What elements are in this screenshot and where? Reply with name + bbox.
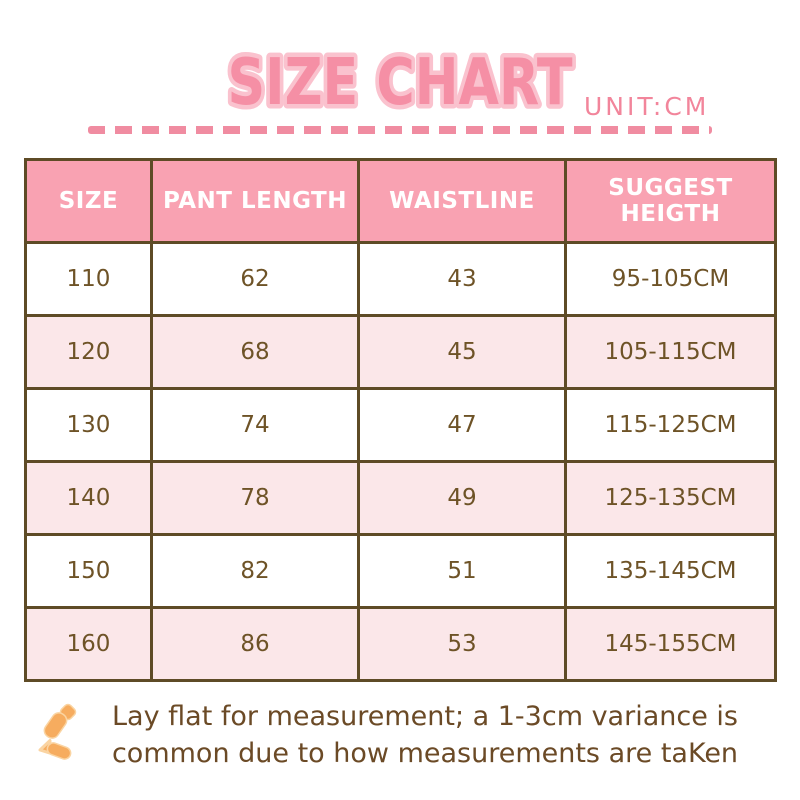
note-line-2: common due to how measurements are taKen (111, 738, 739, 769)
table-row: 140 78 49 125-135CM (24, 460, 778, 536)
table-cell: 120 (24, 314, 153, 390)
table-cell: 82 (149, 533, 360, 609)
footer-note: Lay flat for measurement; a 1-3cm varian… (36, 698, 764, 772)
table-row: 150 82 51 135-145CM (24, 533, 778, 609)
table-cell: 145-155CM (563, 606, 778, 682)
table-row: 130 74 47 115-125CM (24, 387, 778, 463)
table-cell: 95-105CM (563, 241, 778, 317)
table-cell: 130 (24, 387, 153, 463)
table-header-row: SIZE PANT LENGTH WAISTLINE SUGGEST HEIGT… (24, 158, 778, 244)
table-cell: 160 (24, 606, 153, 682)
column-header-waistline: WAISTLINE (356, 158, 567, 244)
table-row: 160 86 53 145-155CM (24, 606, 778, 682)
table-cell: 53 (356, 606, 567, 682)
table-cell: 45 (356, 314, 567, 390)
unit-label: UNIT:CM (584, 92, 710, 121)
table-cell: 51 (356, 533, 567, 609)
page-title: SIZE CHART (228, 46, 573, 120)
table-cell: 115-125CM (563, 387, 778, 463)
table-cell: 49 (356, 460, 567, 536)
table-cell: 78 (149, 460, 360, 536)
note-line-1: Lay flat for measurement; a 1-3cm varian… (112, 701, 738, 732)
page-title-art: SIZE CHART (223, 42, 577, 125)
table-row: 110 62 43 95-105CM (24, 241, 778, 317)
column-header-pant-length: PANT LENGTH (149, 158, 360, 244)
table-cell: 86 (149, 606, 360, 682)
table-cell: 105-115CM (563, 314, 778, 390)
table-cell: 110 (24, 241, 153, 317)
table-cell: 140 (24, 460, 153, 536)
table-cell: 43 (356, 241, 567, 317)
table-cell: 135-145CM (563, 533, 778, 609)
note-text: Lay flat for measurement; a 1-3cm varian… (86, 698, 764, 772)
table-cell: 62 (149, 241, 360, 317)
table-cell: 150 (24, 533, 153, 609)
table-row: 120 68 45 105-115CM (24, 314, 778, 390)
column-header-suggest-height: SUGGEST HEIGTH (563, 158, 778, 244)
sparkle-icon (38, 703, 77, 760)
table-cell: 47 (356, 387, 567, 463)
dashed-divider (88, 126, 712, 134)
table-cell: 68 (149, 314, 360, 390)
table-cell: 125-135CM (563, 460, 778, 536)
column-header-size: SIZE (24, 158, 153, 244)
table-cell: 74 (149, 387, 360, 463)
size-table: SIZE PANT LENGTH WAISTLINE SUGGEST HEIGT… (24, 158, 778, 682)
